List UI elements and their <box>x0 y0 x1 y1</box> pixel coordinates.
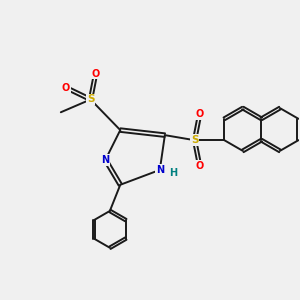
Text: N: N <box>101 155 110 165</box>
Text: O: O <box>196 109 204 119</box>
Text: S: S <box>87 94 94 104</box>
Text: O: O <box>92 69 100 79</box>
Text: O: O <box>62 82 70 93</box>
Text: N: N <box>156 165 164 175</box>
Text: S: S <box>191 135 198 145</box>
Text: O: O <box>196 161 204 171</box>
Text: H: H <box>169 168 177 178</box>
